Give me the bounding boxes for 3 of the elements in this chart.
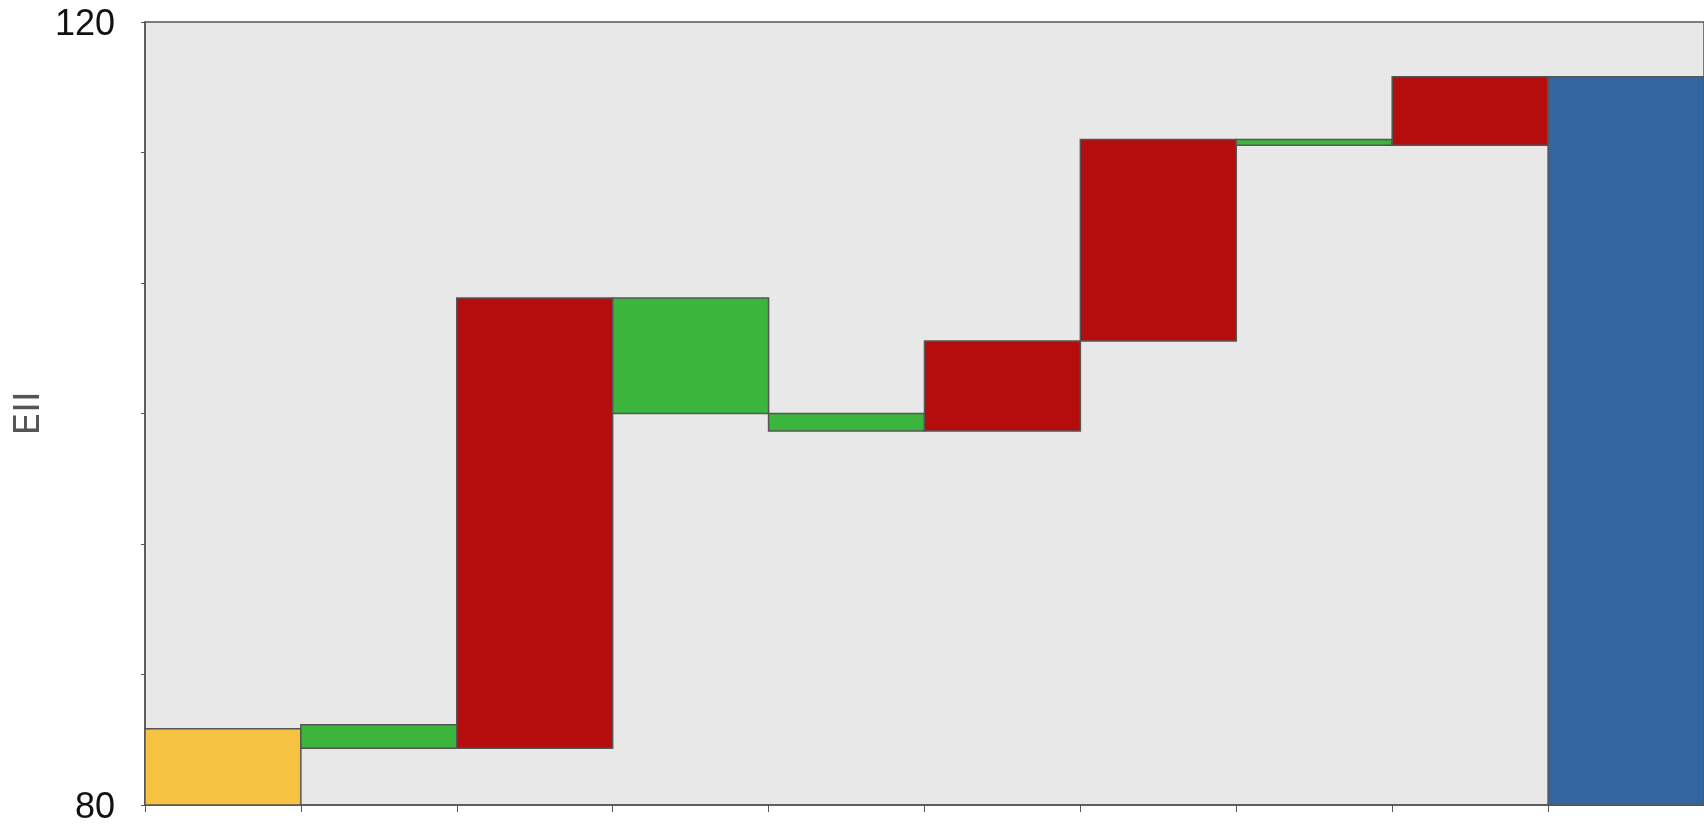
y-axis-title: EII bbox=[5, 391, 47, 436]
y-tick-label: 120 bbox=[54, 1, 115, 43]
y-tick-label: 80 bbox=[74, 784, 115, 826]
